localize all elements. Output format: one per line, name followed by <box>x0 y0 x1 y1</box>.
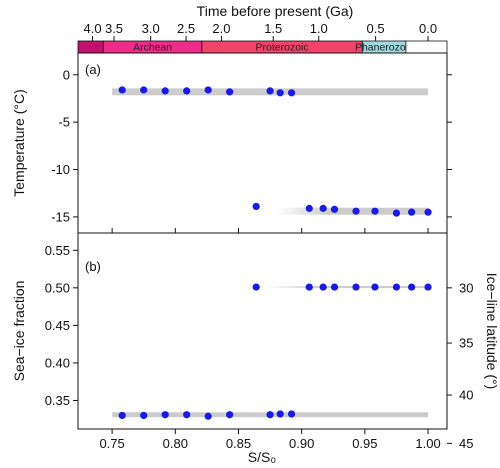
data-point <box>392 283 401 291</box>
era-label: Proterozoic <box>256 42 309 54</box>
top-tick-label: 0.5 <box>367 21 385 36</box>
data-point <box>204 412 212 420</box>
data-point <box>392 209 401 217</box>
panel-a-bands <box>112 88 429 215</box>
era-segment <box>405 40 448 54</box>
top-tick-label: 2.5 <box>177 21 195 36</box>
data-point <box>330 205 339 213</box>
panel-a-points <box>118 86 432 217</box>
data-point <box>161 411 169 419</box>
panel-a-y-ticks: 0 -5 -10 -15 <box>51 67 452 224</box>
top-tick-label: 2.0 <box>212 21 230 36</box>
data-point <box>226 411 234 419</box>
era-label: Phanerozoic <box>355 42 413 54</box>
data-point <box>252 283 260 291</box>
data-point <box>352 283 360 291</box>
top-tick-label: 1.5 <box>264 21 282 36</box>
data-point <box>371 207 379 215</box>
data-point <box>287 89 296 97</box>
top-tick-label: 3.5 <box>105 21 123 36</box>
data-point <box>276 89 284 97</box>
panel-b-y2-tick-label: 35 <box>459 336 473 351</box>
top-tick-label: 0.0 <box>419 21 437 36</box>
x-tick-label: 0.80 <box>163 436 188 451</box>
panel-b-y-tick-label: 0.40 <box>45 355 70 370</box>
x-axis-label: S/S₀ <box>248 449 277 465</box>
data-point <box>266 411 274 419</box>
data-point <box>183 87 191 95</box>
panel-b-frame <box>77 232 448 430</box>
panel-a-label: (a) <box>85 62 101 77</box>
data-point <box>287 410 296 418</box>
data-point <box>161 87 169 95</box>
data-point <box>204 86 212 94</box>
x-tick-label: 0.90 <box>289 436 314 451</box>
panel-b-y-tick-label: 0.55 <box>45 243 70 258</box>
era-bar: Archean Proterozoic Phanerozoic <box>77 40 448 54</box>
data-point <box>252 202 260 211</box>
top-tick-label: 1.0 <box>310 21 328 36</box>
panel-b-y2-ticks: 30 35 40 45 <box>447 280 473 451</box>
panel-a-frame <box>77 52 448 234</box>
data-point <box>424 208 432 216</box>
panel-b-y2-tick-label: 45 <box>459 436 473 451</box>
data-point <box>319 204 327 212</box>
data-point <box>183 411 191 419</box>
panel-b-y-tick-label: 0.50 <box>45 280 70 295</box>
panel-b-y-tick-label: 0.35 <box>45 393 70 408</box>
panel-a-y-tick-label: 0 <box>63 67 70 82</box>
top-tick-label: 4.0 <box>83 21 101 36</box>
panel-b-ylabel: Sea−ice fraction <box>11 281 27 382</box>
data-point <box>118 411 126 420</box>
panel-b-y-tick-label: 0.45 <box>45 318 70 333</box>
panel-a-y-tick-label: -5 <box>58 115 70 130</box>
x-tick-label: 0.75 <box>99 436 124 451</box>
x-tick-label: 0.95 <box>352 436 377 451</box>
panel-a-ylabel: Temperature (°C) <box>11 89 27 197</box>
data-point <box>276 410 284 418</box>
data-point <box>266 87 274 95</box>
x-tick-label: 1.00 <box>415 436 440 451</box>
panel-b-x-ticks: 0.75 0.80 0.85 0.90 0.95 1.00 <box>99 429 441 451</box>
panel-a-y-tick-label: -15 <box>51 209 70 224</box>
panel-b-label: (b) <box>85 259 101 274</box>
panel-a-x-ticks <box>111 228 429 233</box>
panel-b-y2label: Ice−line latitude (°) <box>484 273 500 390</box>
panel-a-y-tick-label: -10 <box>51 162 70 177</box>
data-point <box>330 283 339 291</box>
data-point <box>408 208 416 216</box>
data-point <box>305 283 313 291</box>
data-point <box>352 207 360 215</box>
top-axis-ticks: 4.0 3.5 3.0 2.5 2.0 1.5 1.0 0.5 0.0 <box>83 21 437 41</box>
data-point <box>408 283 416 291</box>
data-point <box>319 283 327 291</box>
top-tick-label: 3.0 <box>142 21 160 36</box>
data-point <box>226 88 234 96</box>
panel-b-y-ticks: 0.35 0.40 0.45 0.50 0.55 <box>45 243 78 408</box>
x-tick-label: 0.85 <box>226 436 251 451</box>
panel-b-points <box>118 283 432 420</box>
data-point <box>140 86 148 94</box>
panel-b-y2-tick-label: 40 <box>459 388 473 403</box>
model-range-band <box>263 286 429 289</box>
era-segment <box>77 40 104 54</box>
panel-a: 0 -5 -10 -15 (a) Temperature (°C) <box>11 52 452 234</box>
data-point <box>305 204 313 212</box>
data-point <box>424 283 432 291</box>
data-point <box>371 283 379 291</box>
era-label: Archean <box>133 42 172 54</box>
model-range-band <box>276 207 429 215</box>
data-point <box>118 86 126 94</box>
top-axis-title: Time before present (Ga) <box>197 3 354 19</box>
panel-b-y2-tick-label: 30 <box>459 280 473 295</box>
panel-b-bands <box>112 286 429 418</box>
data-point <box>140 411 148 420</box>
